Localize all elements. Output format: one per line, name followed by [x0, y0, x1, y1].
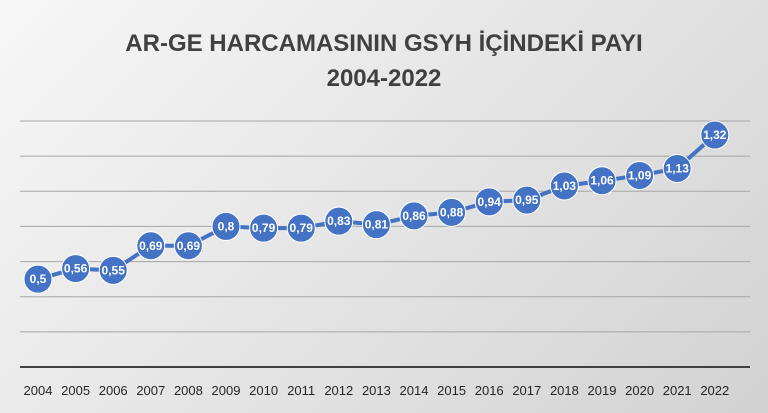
data-point: [211, 211, 241, 241]
data-point: [23, 264, 53, 294]
data-label: 0,79: [252, 221, 276, 235]
x-tick-label: 2009: [212, 383, 241, 398]
x-tick-label: 2021: [663, 383, 692, 398]
chart-title: AR-GE HARCAMASININ GSYH İÇİNDEKİ PAYI: [125, 30, 642, 57]
data-point: [98, 255, 128, 285]
x-tick-label: 2020: [625, 383, 654, 398]
data-label: 0,69: [139, 239, 163, 253]
chart-subtitle: 2004-2022: [327, 65, 442, 92]
data-point: [361, 210, 391, 240]
data-point: [324, 206, 354, 236]
x-tick-label: 2015: [437, 383, 466, 398]
data-label: 0,8: [218, 219, 235, 233]
x-tick-label: 2008: [174, 383, 203, 398]
x-tick-label: 2013: [362, 383, 391, 398]
data-point: [136, 231, 166, 261]
data-label: 0,69: [177, 239, 201, 253]
data-point: [512, 185, 542, 215]
data-label: 1,09: [628, 168, 652, 182]
series-polyline: [37, 133, 717, 282]
data-point: [587, 166, 617, 196]
x-tick-label: 2017: [512, 383, 541, 398]
data-label: 0,81: [365, 218, 389, 232]
x-tick-label: 2016: [475, 383, 504, 398]
data-label: 0,55: [102, 263, 126, 277]
data-point: [286, 213, 316, 243]
x-tick-label: 2012: [324, 383, 353, 398]
data-label: 0,94: [478, 195, 502, 209]
data-point: [437, 197, 467, 227]
data-label: 1,03: [553, 179, 577, 193]
gridlines: [20, 120, 750, 333]
data-label: 0,95: [515, 193, 539, 207]
series-line: [37, 133, 717, 282]
data-label: 0,83: [327, 214, 351, 228]
x-tick-label: 2019: [588, 383, 617, 398]
data-point: [662, 153, 692, 183]
data-label: 0,56: [64, 262, 88, 276]
x-tick-label: 2014: [400, 383, 429, 398]
data-label: 0,86: [402, 209, 426, 223]
data-label: 0,5: [30, 272, 47, 286]
data-point: [249, 213, 279, 243]
x-tick-label: 2011: [287, 383, 315, 398]
data-point: [399, 201, 429, 231]
x-tick-label: 2018: [550, 383, 579, 398]
data-label: 1,32: [703, 128, 727, 142]
data-label: 0,88: [440, 205, 464, 219]
data-points: 0,5 0,56 0,55 0,69 0,69 0,8 0,79 0,79 0,83 0,81 0,…: [23, 120, 730, 294]
data-point: [625, 160, 655, 190]
data-point: [474, 187, 504, 217]
x-tick-label: 2010: [249, 383, 278, 398]
x-tick-label: 2007: [136, 383, 165, 398]
data-point: [700, 120, 730, 150]
x-tick-label: 2006: [99, 383, 128, 398]
data-point: [549, 171, 579, 201]
data-point: [61, 254, 91, 284]
data-label: 1,13: [666, 161, 690, 175]
data-label: 1,06: [590, 174, 614, 188]
data-label: 0,79: [290, 221, 314, 235]
x-tick-label: 2022: [700, 383, 729, 398]
x-tick-label: 2004: [24, 383, 53, 398]
x-tick-label: 2005: [61, 383, 90, 398]
data-point: [173, 231, 203, 261]
x-tick-labels: 2004 2005 2006 2007 2008 2009 2010 2011 2012 2013…: [24, 383, 730, 398]
